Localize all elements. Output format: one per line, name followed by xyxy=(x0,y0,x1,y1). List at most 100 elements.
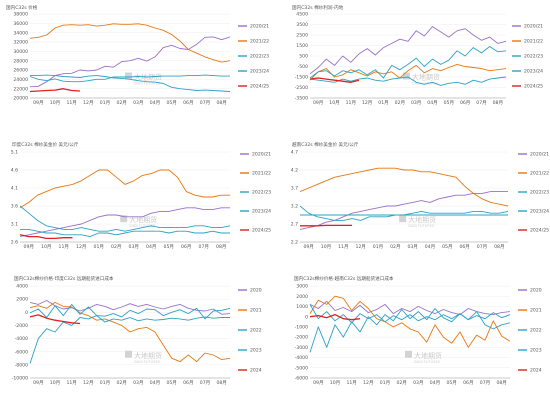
y-tick-label: 0 xyxy=(25,310,28,316)
x-tick-label: 06月 xyxy=(459,244,469,250)
x-tick-label: 04月 xyxy=(150,100,160,106)
watermark-sub: DADI FUTURES xyxy=(412,82,439,86)
y-tick-label: 3.1 xyxy=(11,222,18,228)
x-tick-label: 11月 xyxy=(66,380,76,386)
y-tick-label: -2500 xyxy=(295,85,308,91)
watermark-logo xyxy=(125,350,132,358)
y-tick-label: -2000 xyxy=(295,335,308,341)
legend-label: 2022/23 xyxy=(250,54,269,60)
y-tick-label: 26000 xyxy=(13,68,28,74)
y-tick-label: -5000 xyxy=(295,365,308,371)
y-tick-label: -3500 xyxy=(295,96,308,102)
legend-label: 2020 xyxy=(530,288,542,294)
legend-label: 2024/25 xyxy=(530,228,549,234)
x-tick-label: 02月 xyxy=(116,380,126,386)
chart-title: 国内C32s 棉纱利润-内地 xyxy=(292,4,344,11)
x-tick-label: 12月 xyxy=(76,244,86,250)
x-tick-label: 10月 xyxy=(321,244,331,250)
series-line-2022-23 xyxy=(309,46,507,79)
x-tick-label: 03月 xyxy=(413,380,423,386)
y-tick-label: 38000 xyxy=(13,12,28,18)
y-tick-label: 2000 xyxy=(16,297,28,303)
x-tick-label: 07月 xyxy=(480,380,490,386)
chart-panel-3: 越南C32s 棉纱美金价 美元/公斤 2.2 2.7 3.2 3.7 4.2 4.7 09月 1… xyxy=(280,132,550,267)
x-tick-label: 08月 xyxy=(493,100,503,106)
y-tick-label: 22000 xyxy=(13,86,28,92)
series-line-2020-21 xyxy=(299,191,508,230)
chart-title: 国内C32s 价格 xyxy=(6,4,38,11)
y-tick-label: -4000 xyxy=(295,355,308,361)
x-tick-label: 03月 xyxy=(129,244,139,250)
chart-panel-5: 国内C32s棉纱价格-越南C32s 远期船货进口成本 -6000 -5000 -400… xyxy=(280,270,550,409)
y-tick-label: 3000 xyxy=(296,284,308,290)
y-tick-label: 2.6 xyxy=(11,240,18,246)
chart-panel-0: 国内C32s 价格 20000 22000 24000 26000 28000 30000 3… xyxy=(0,0,270,130)
x-tick-label: 10月 xyxy=(330,380,340,386)
x-tick-label: 09月 xyxy=(313,100,323,106)
series-line-2021-22 xyxy=(19,169,230,209)
legend-label: 2021 xyxy=(530,308,542,314)
legend-label: 2024 xyxy=(530,368,542,374)
series-line-2021-22 xyxy=(299,167,509,207)
legend-label: 2024 xyxy=(250,368,262,374)
x-tick-label: 10月 xyxy=(50,380,60,386)
chart-svg-3: 越南C32s 棉纱美金价 美元/公斤 2.2 2.7 3.2 3.7 4.2 4.7 09月 1… xyxy=(291,141,549,250)
y-tick-label: -1500 xyxy=(295,75,308,81)
x-tick-label: 01月 xyxy=(94,244,104,250)
x-tick-label: 09月 xyxy=(313,380,323,386)
x-tick-label: 01月 xyxy=(373,244,383,250)
x-tick-label: 01月 xyxy=(100,380,110,386)
legend-label: 2020 xyxy=(250,288,262,294)
legend-label: 2023 xyxy=(250,348,262,354)
x-tick-label: 11月 xyxy=(346,100,356,106)
y-tick-label: 4.6 xyxy=(11,168,18,174)
chart-panel-4: 国内C32s棉纱价格-印度C32s 远期船货进口成本 -10000 -8000 -60… xyxy=(0,270,270,409)
legend-label: 2024/25 xyxy=(252,228,271,234)
series-line-2022-23 xyxy=(29,74,230,83)
x-tick-label: 03月 xyxy=(411,100,421,106)
series-line-2020 xyxy=(309,300,511,316)
x-tick-label: 06月 xyxy=(183,100,193,106)
series-line-2024 xyxy=(29,314,81,325)
y-tick-label: 4000 xyxy=(16,284,28,290)
y-tick-label: 3.2 xyxy=(291,204,298,210)
legend-label: 2021/22 xyxy=(524,39,543,45)
y-tick-label: -4000 xyxy=(15,336,28,342)
x-tick-label: 03月 xyxy=(133,100,143,106)
legend-label: 2024/25 xyxy=(250,84,269,90)
y-tick-label: 0 xyxy=(305,314,308,320)
x-tick-label: 08月 xyxy=(216,244,226,250)
series-line-2021 xyxy=(29,301,231,363)
x-tick-label: 09月 xyxy=(303,244,313,250)
watermark: 大地期货 xyxy=(414,351,442,360)
series-line-2023 xyxy=(29,303,230,323)
y-tick-label: -6000 xyxy=(15,349,28,355)
series-line-2023-24 xyxy=(20,228,230,238)
y-tick-label: -8000 xyxy=(15,362,28,368)
legend-label: 2020/21 xyxy=(524,24,543,30)
x-tick-label: 05月 xyxy=(164,244,174,250)
legend-label: 2023 xyxy=(530,348,542,354)
y-tick-label: -10000 xyxy=(12,376,28,382)
x-tick-label: 04月 xyxy=(150,380,160,386)
x-tick-label: 12月 xyxy=(362,100,372,106)
legend-label: 2022/23 xyxy=(524,54,543,60)
series-line-2023-24 xyxy=(30,74,231,92)
x-tick-label: 02月 xyxy=(111,244,121,250)
x-tick-label: 01月 xyxy=(380,380,390,386)
x-tick-label: 05月 xyxy=(166,100,176,106)
x-tick-label: 09月 xyxy=(33,100,43,106)
y-tick-label: 36000 xyxy=(13,21,28,27)
x-tick-label: 11月 xyxy=(66,100,76,106)
watermark-logo xyxy=(120,215,128,223)
chart-title: 国内C32s棉纱价格-印度C32s 远期船货进口成本 xyxy=(14,275,114,282)
watermark-logo xyxy=(399,215,407,223)
x-tick-label: 05月 xyxy=(446,380,456,386)
legend-label: 2022/23 xyxy=(530,190,549,196)
chart-title: 国内C32s棉纱价格-越南C32s 远期船货进口成本 xyxy=(294,275,394,282)
y-tick-label: 4.1 xyxy=(11,186,18,192)
x-tick-label: 12月 xyxy=(83,380,93,386)
legend-label: 2021 xyxy=(250,308,262,314)
y-tick-label: 20000 xyxy=(13,96,28,102)
series-line-2023 xyxy=(309,304,511,324)
